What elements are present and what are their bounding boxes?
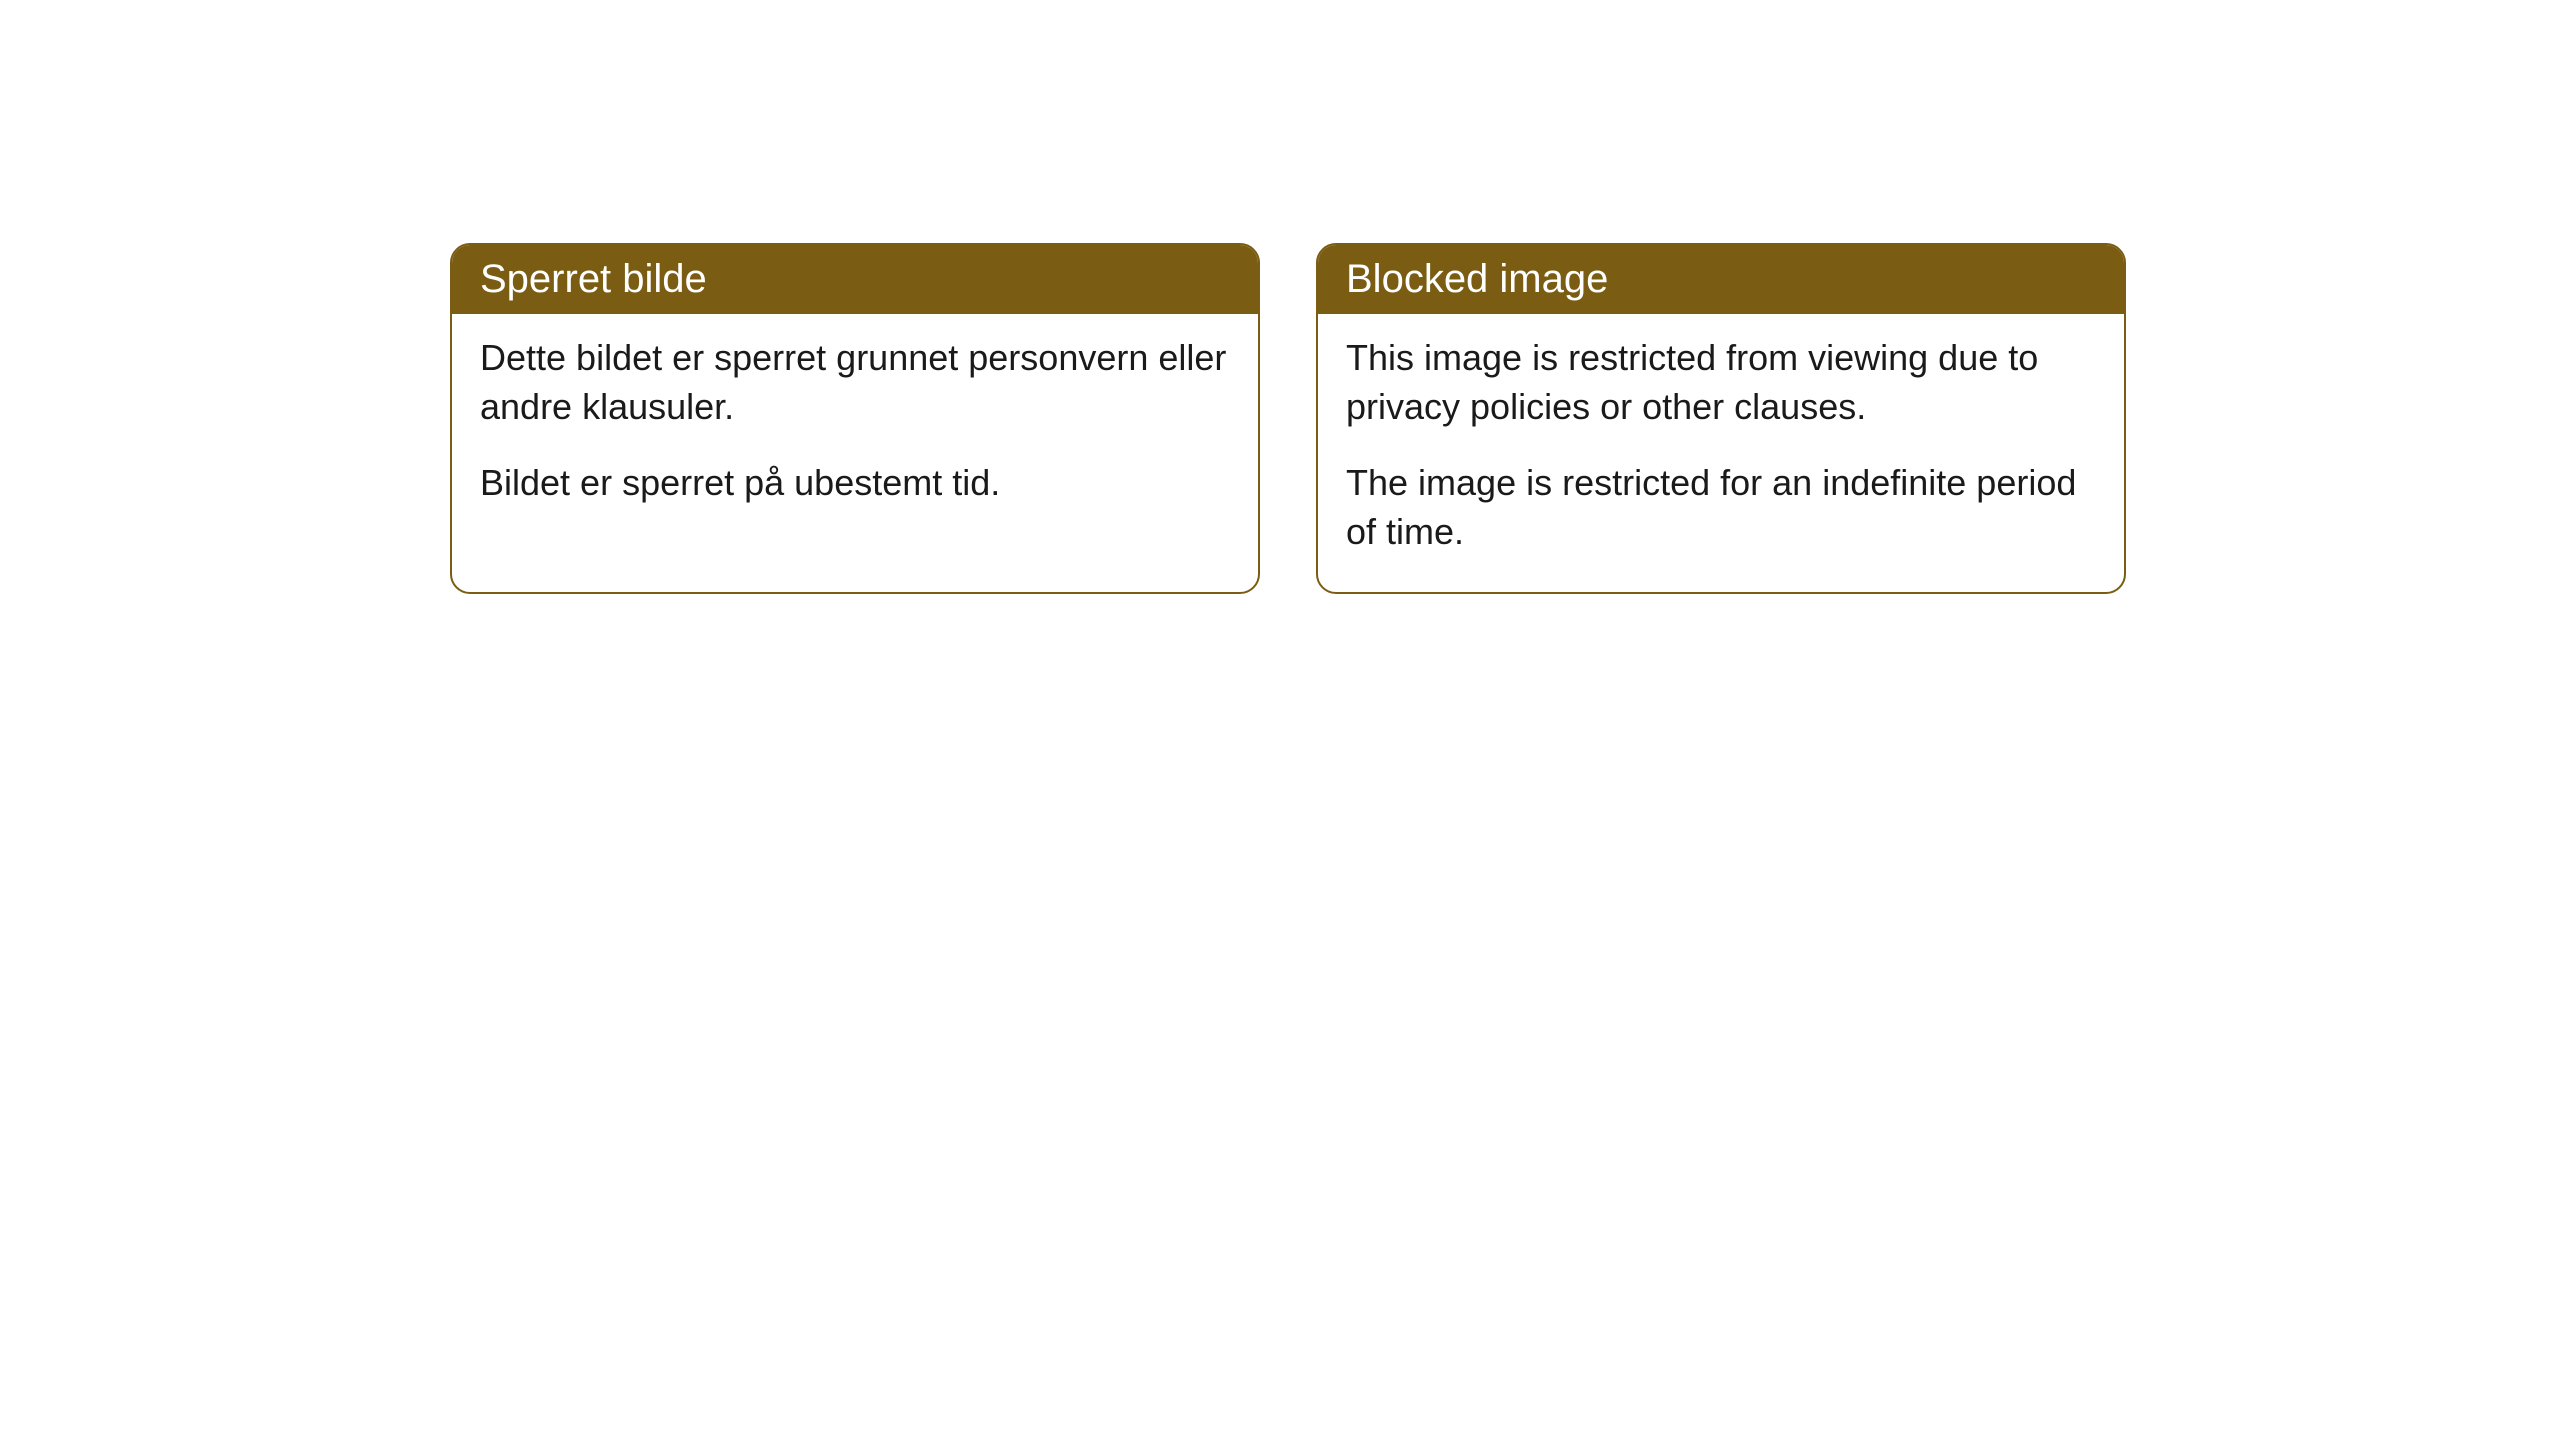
notice-cards-container: Sperret bilde Dette bildet er sperret gr… xyxy=(450,243,2126,594)
card-title: Sperret bilde xyxy=(480,257,707,301)
card-paragraph: The image is restricted for an indefinit… xyxy=(1346,459,2096,556)
card-paragraph: Dette bildet er sperret grunnet personve… xyxy=(480,334,1230,431)
blocked-image-card-norwegian: Sperret bilde Dette bildet er sperret gr… xyxy=(450,243,1260,594)
card-header: Blocked image xyxy=(1318,245,2124,314)
card-paragraph: Bildet er sperret på ubestemt tid. xyxy=(480,459,1230,508)
card-body: Dette bildet er sperret grunnet personve… xyxy=(452,314,1258,544)
card-paragraph: This image is restricted from viewing du… xyxy=(1346,334,2096,431)
card-title: Blocked image xyxy=(1346,257,1608,301)
card-header: Sperret bilde xyxy=(452,245,1258,314)
card-body: This image is restricted from viewing du… xyxy=(1318,314,2124,592)
blocked-image-card-english: Blocked image This image is restricted f… xyxy=(1316,243,2126,594)
